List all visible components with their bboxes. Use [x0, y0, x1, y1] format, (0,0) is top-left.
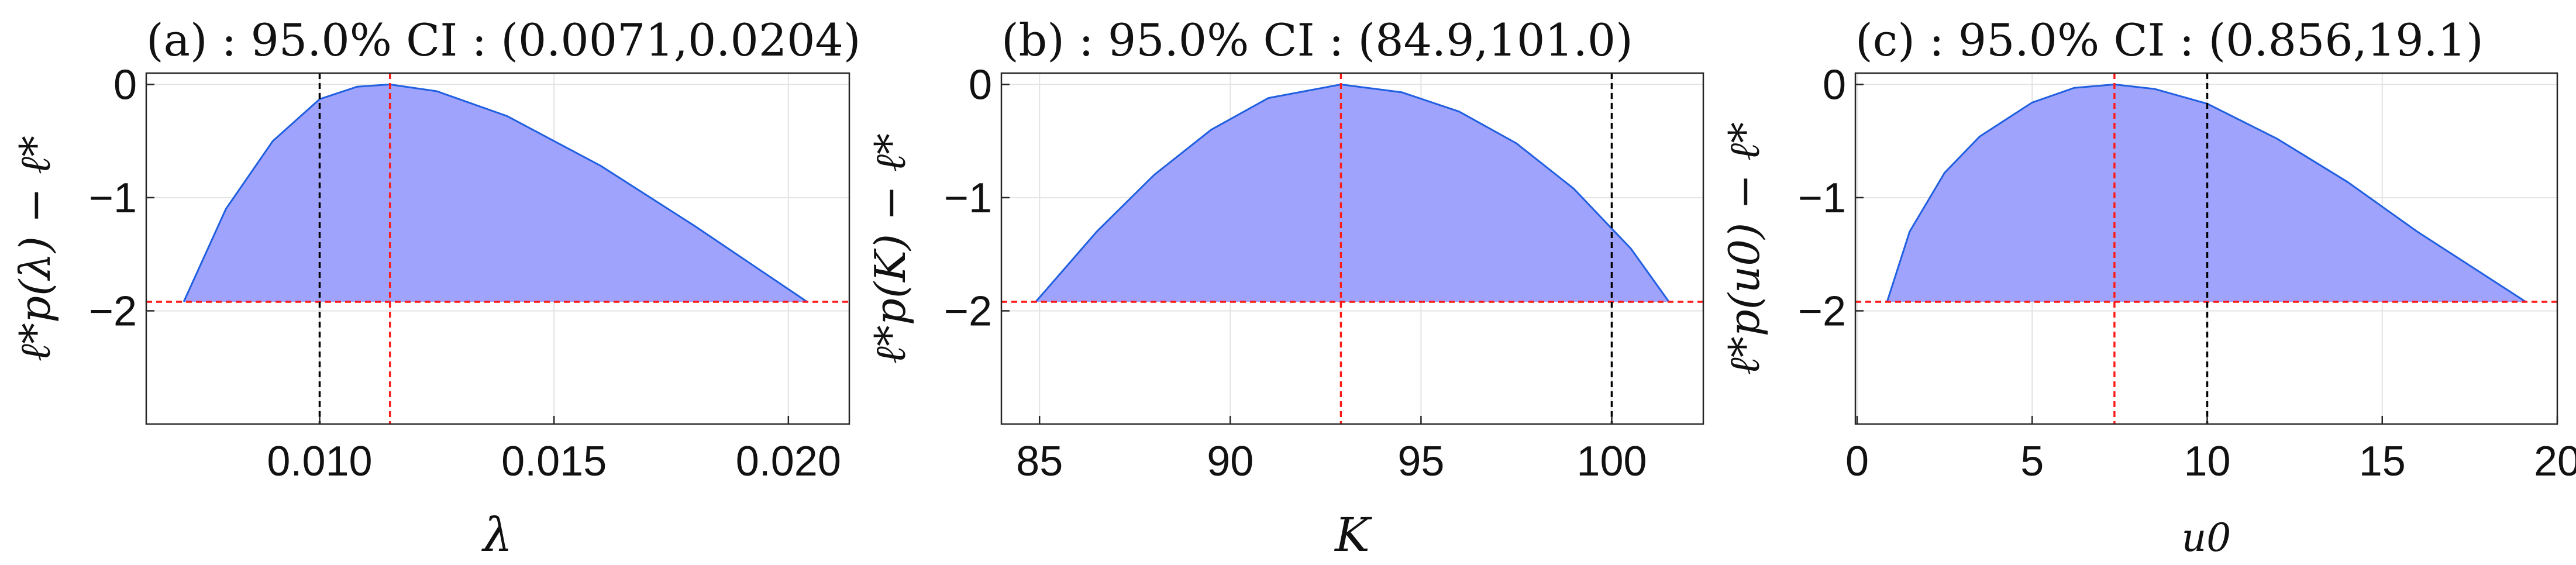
- x-tick-label-10: 10: [2184, 438, 2230, 485]
- x-axis-label: u0: [2182, 515, 2231, 560]
- likelihood-curve: [1886, 83, 2526, 303]
- likelihood-curve: [1035, 83, 1670, 302]
- likelihood-area: [1035, 84, 1669, 302]
- x-tick-label-90: 90: [1207, 438, 1253, 485]
- x-tick-label-0: 0: [1845, 438, 1869, 485]
- likelihood-area: [184, 84, 807, 302]
- x-tick-label-0-015: 0.015: [501, 438, 607, 485]
- panel-3: 0 5 10 15 20 0 −1 −2 (c) : 95.0% CI : (0.856,19.…: [1720, 14, 2576, 560]
- y-axis-label: ℓ*p(K) − ℓ*: [866, 133, 915, 364]
- panel-2: 85 90 95 100 0 −1 −2 (b) : 95.0% CI : (84.9,101…: [866, 14, 1704, 562]
- y-tick-label-1: −1: [944, 175, 992, 222]
- panel-title: (c) : 95.0% CI : (0.856,19.1): [1855, 14, 2484, 66]
- y-axis-label: ℓ*p(λ) − ℓ*: [11, 136, 60, 361]
- x-tick-label-95: 95: [1397, 438, 1444, 485]
- panel-title: (a) : 95.0% CI : (0.0071,0.0204): [146, 14, 861, 66]
- y-tick-label-2: −2: [89, 288, 137, 335]
- x-tick-label-0-010: 0.010: [267, 438, 372, 485]
- y-tick-label-2: −2: [1798, 288, 1846, 335]
- y-tick-label-0: 0: [1823, 61, 1846, 108]
- y-tick-label-2: −2: [944, 288, 992, 335]
- x-tick-label-0-020: 0.020: [736, 438, 841, 485]
- plot-frame: [1000, 72, 1704, 425]
- x-tick-label-5: 5: [2020, 438, 2044, 485]
- x-axis-label: λ: [481, 508, 513, 562]
- plot-frame: [145, 72, 850, 425]
- y-tick-label-0: 0: [113, 61, 137, 108]
- y-tick-label-1: −1: [89, 175, 137, 222]
- plot-frame: [1854, 72, 2558, 425]
- x-tick-label-20: 20: [2534, 438, 2576, 485]
- y-axis-label: ℓ*p(u0) − ℓ*: [1720, 122, 1769, 375]
- x-axis-label: K: [1334, 508, 1372, 562]
- x-tick-label-100: 100: [1576, 438, 1647, 485]
- x-tick-label-15: 15: [2359, 438, 2406, 485]
- panel-title: (b) : 95.0% CI : (84.9,101.0): [1001, 14, 1633, 66]
- y-tick-label-1: −1: [1798, 175, 1846, 222]
- panel-1: 0.010 0.015 0.020 0 −1 −2 (a) : 95.0% CI : (0.…: [11, 14, 861, 562]
- x-tick-label-85: 85: [1016, 438, 1063, 485]
- y-tick-label-0: 0: [969, 61, 992, 108]
